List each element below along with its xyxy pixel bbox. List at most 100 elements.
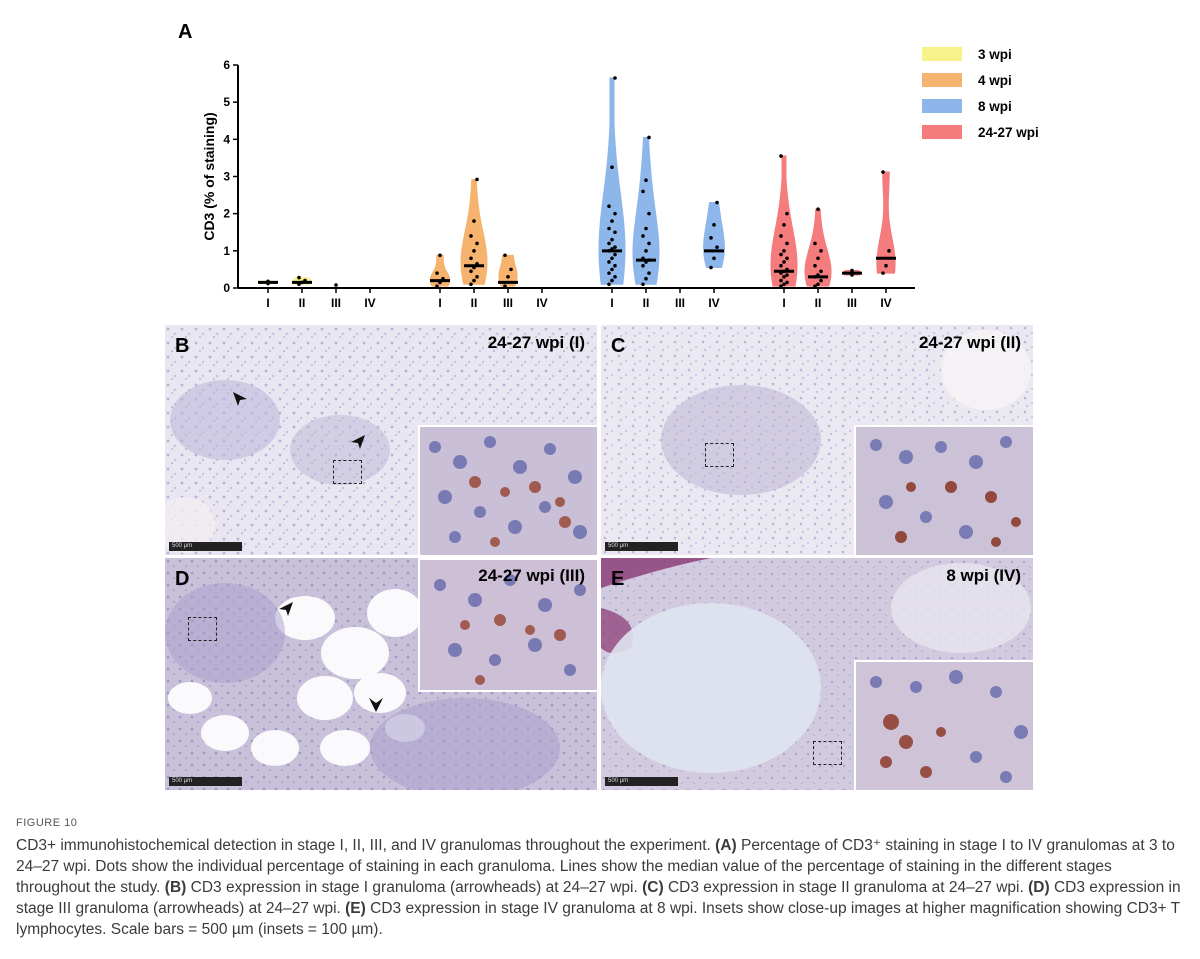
high-magnification-inset bbox=[418, 425, 597, 555]
data-point bbox=[819, 249, 823, 253]
data-point bbox=[472, 219, 476, 223]
data-point bbox=[881, 170, 885, 174]
x-tick-label: IV bbox=[536, 296, 547, 310]
data-point bbox=[816, 256, 820, 261]
data-point bbox=[709, 265, 713, 270]
data-point bbox=[607, 271, 611, 275]
caption-d-label: (D) bbox=[1028, 879, 1050, 896]
arrowhead-icon bbox=[233, 392, 247, 406]
caption-e-label: (E) bbox=[345, 900, 366, 917]
data-point bbox=[785, 211, 789, 216]
data-point bbox=[785, 256, 789, 261]
data-point bbox=[613, 76, 617, 80]
data-point bbox=[644, 226, 648, 231]
data-point bbox=[503, 284, 507, 288]
data-point bbox=[644, 178, 648, 183]
data-point bbox=[647, 271, 651, 275]
y-tick-label: 6 bbox=[223, 58, 230, 72]
data-point bbox=[779, 234, 783, 238]
data-point bbox=[472, 278, 476, 283]
data-point bbox=[813, 284, 817, 288]
data-point bbox=[469, 234, 473, 238]
data-point bbox=[613, 263, 617, 268]
high-magnification-inset bbox=[854, 660, 1033, 790]
data-point bbox=[641, 263, 645, 268]
data-point bbox=[469, 256, 473, 261]
micrograph-panel-e: E 8 wpi (IV) 500 µm bbox=[601, 558, 1033, 790]
data-point bbox=[613, 230, 617, 235]
panel-title: 24-27 wpi (I) bbox=[487, 333, 585, 352]
data-point bbox=[782, 249, 786, 253]
x-tick-label: I bbox=[610, 296, 613, 310]
data-point bbox=[610, 278, 614, 283]
data-point bbox=[647, 211, 651, 216]
panel-title: 24-27 wpi (II) bbox=[918, 333, 1021, 352]
arrowhead-icon bbox=[351, 435, 365, 449]
x-tick-label: III bbox=[503, 296, 513, 310]
micrograph-panel-b: B 24-27 wpi (I) 500 µm bbox=[165, 325, 597, 555]
data-point bbox=[819, 278, 823, 283]
caption-e-text: CD3 expression in stage IV granuloma at … bbox=[370, 900, 698, 917]
data-point bbox=[819, 269, 823, 274]
data-point bbox=[779, 278, 783, 283]
data-point bbox=[816, 282, 820, 287]
scale-bar: 500 µm bbox=[169, 542, 242, 551]
scale-bar: 500 µm bbox=[605, 542, 678, 551]
data-point bbox=[813, 241, 817, 246]
data-point bbox=[712, 223, 716, 227]
data-point bbox=[610, 219, 614, 223]
x-tick-label: III bbox=[675, 296, 685, 310]
legend-swatch bbox=[922, 73, 962, 87]
data-point bbox=[607, 260, 611, 264]
data-point bbox=[334, 283, 338, 287]
data-point bbox=[610, 237, 614, 242]
data-point bbox=[438, 253, 442, 258]
data-point bbox=[887, 249, 891, 253]
violin-shape bbox=[460, 178, 488, 285]
x-tick-label: II bbox=[815, 296, 822, 310]
caption-b-text: CD3 expression in stage I granuloma (arr… bbox=[190, 879, 638, 896]
data-point bbox=[610, 256, 614, 261]
legend-label: 8 wpi bbox=[978, 99, 1012, 114]
panel-letter: A bbox=[178, 21, 192, 43]
legend-swatch bbox=[922, 99, 962, 113]
caption-b-label: (B) bbox=[164, 879, 187, 896]
inset-region-box bbox=[333, 460, 362, 484]
data-point bbox=[613, 245, 617, 249]
x-tick-label: III bbox=[847, 296, 857, 310]
high-magnification-inset bbox=[854, 425, 1033, 555]
inset-region-box bbox=[188, 617, 217, 641]
data-point bbox=[475, 275, 479, 279]
data-point bbox=[607, 282, 611, 287]
data-point bbox=[850, 268, 854, 273]
data-point bbox=[884, 263, 888, 268]
panel-title: 24-27 wpi (III) bbox=[478, 566, 585, 585]
data-point bbox=[816, 207, 820, 212]
micrograph-panel-c: C 24-27 wpi (II) 500 µm bbox=[601, 325, 1033, 555]
caption-a-text: Percentage of CD3⁺ staining in stage I t… bbox=[16, 837, 1175, 896]
panel-letter: E bbox=[611, 568, 625, 590]
data-point bbox=[435, 271, 439, 275]
figure-label: FIGURE 10 bbox=[16, 817, 78, 829]
caption-c-label: (C) bbox=[642, 879, 664, 896]
y-tick-label: 4 bbox=[223, 132, 230, 146]
data-point bbox=[715, 245, 719, 249]
data-point bbox=[475, 177, 479, 182]
data-point bbox=[712, 256, 716, 261]
x-tick-label: IV bbox=[708, 296, 719, 310]
data-point bbox=[779, 154, 783, 158]
violin-shape bbox=[770, 155, 798, 287]
caption-intro: CD3+ immunohistochemical detection in st… bbox=[16, 837, 711, 854]
figure-caption: CD3+ immunohistochemical detection in st… bbox=[16, 835, 1186, 940]
x-tick-label: I bbox=[438, 296, 441, 310]
y-tick-label: 0 bbox=[223, 281, 230, 295]
arrowhead-icon bbox=[369, 698, 383, 712]
data-point bbox=[782, 223, 786, 227]
caption-d-text: CD3 expression in stage III granuloma (a… bbox=[16, 879, 1181, 917]
data-point bbox=[779, 263, 783, 268]
micrograph-panel-d: D 24-27 wpi (III) 500 µm bbox=[165, 558, 597, 790]
data-point bbox=[813, 263, 817, 268]
data-point bbox=[881, 271, 885, 275]
data-point bbox=[475, 241, 479, 246]
